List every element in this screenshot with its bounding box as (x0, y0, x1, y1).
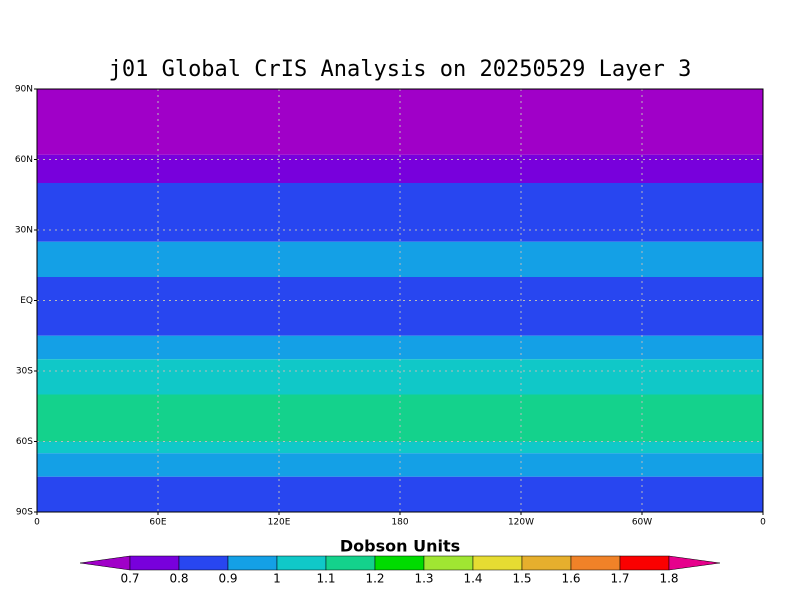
colorbar-swatch (374, 555, 425, 571)
field-band (37, 476, 763, 512)
x-tick-label: 0 (760, 518, 766, 528)
colorbar-high (668, 555, 721, 571)
colorbar-low (79, 555, 131, 571)
x-tick-label: 0 (34, 518, 40, 528)
x-tick-label: 60E (149, 518, 166, 528)
colorbar-swatch (521, 555, 572, 571)
field-band (37, 241, 763, 277)
colorbar-swatch (325, 555, 376, 571)
colorbar-swatch (227, 555, 278, 571)
colorbar-tick-label: 1 (273, 572, 281, 586)
y-tick-label: EQ (20, 296, 33, 306)
colorbar-tick-label: 1.6 (561, 572, 580, 586)
colorbar-tick-label: 1.4 (463, 572, 482, 586)
colorbar-tick-label: 1.8 (659, 572, 678, 586)
plot-frame (36, 88, 764, 513)
colorbar-swatch (129, 555, 180, 571)
colorbar-swatch (276, 555, 327, 571)
y-tick-label: 90N (15, 85, 33, 95)
y-tick-label: 60S (16, 437, 33, 447)
y-tick-label: 30N (15, 226, 33, 236)
y-tick-label: 30S (16, 367, 33, 377)
colorbar-swatch (619, 555, 670, 571)
y-tick-label: 90S (16, 508, 33, 518)
colorbar-label: Dobson Units (340, 537, 460, 556)
colorbar-swatch (472, 555, 523, 571)
colorbar-swatch (178, 555, 229, 571)
colorbar-tick-label: 1.5 (512, 572, 531, 586)
colorbar-tick-label: 1.2 (365, 572, 384, 586)
x-tick-label: 120E (268, 518, 291, 528)
colorbar-tick-label: 1.1 (316, 572, 335, 586)
colorbar-tick-label: 1.3 (414, 572, 433, 586)
x-tick-label: 120W (508, 518, 534, 528)
colorbar-swatch (570, 555, 621, 571)
x-tick-label: 180 (391, 518, 408, 528)
field-band (37, 453, 763, 477)
x-tick-label: 60W (632, 518, 652, 528)
colorbar-tick-label: 0.7 (120, 572, 139, 586)
colorbar-tick-label: 1.7 (610, 572, 629, 586)
colorbar-tick-label: 0.8 (169, 572, 188, 586)
colorbar: 0.7 0.8 0.9 1 1.1 1.2 1.3 1.4 1.5 1.6 1.7 1.8 (79, 555, 721, 586)
chart-title: j01 Global CrIS Analysis on 20250529 Lay… (109, 57, 692, 82)
colorbar-tick-label: 0.9 (218, 572, 237, 586)
y-tick-label: 60N (15, 155, 33, 165)
colorbar-swatch (423, 555, 474, 571)
field-band (37, 441, 763, 454)
